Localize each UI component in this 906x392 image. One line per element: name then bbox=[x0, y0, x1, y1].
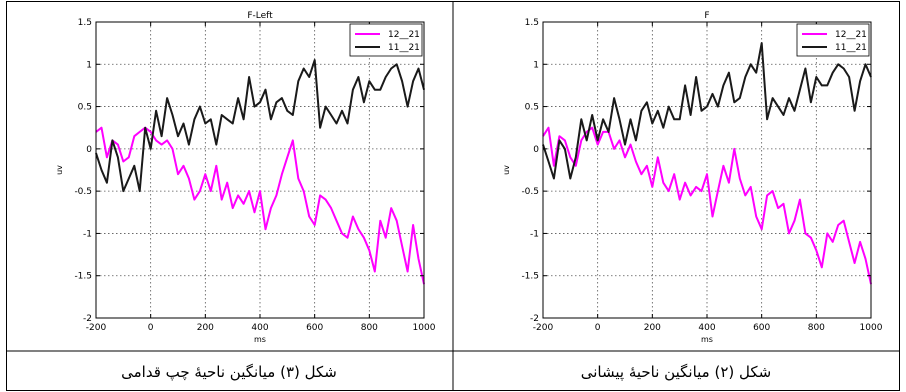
f-left-legend-label: 12__21 bbox=[388, 30, 420, 40]
f-y-tick-label: 0 bbox=[533, 145, 539, 155]
f-x-tick-label: 400 bbox=[698, 323, 715, 333]
f-left-y-tick-label: -0.5 bbox=[74, 187, 92, 197]
f-title: F bbox=[704, 11, 709, 21]
f-y-tick-label: -0.5 bbox=[521, 187, 539, 197]
f-x-axis-label: ms bbox=[701, 335, 713, 344]
f-y-tick-label: 0.5 bbox=[525, 103, 539, 113]
caption-f-left: شکل (۳) میانگین ناحیۀ چپ قدامی bbox=[121, 363, 337, 382]
f-y-tick-label: -1 bbox=[530, 229, 539, 239]
f-x-tick-label: -200 bbox=[533, 323, 554, 333]
f-left-x-tick-label: 400 bbox=[251, 323, 268, 333]
f-y-tick-label: -1.5 bbox=[521, 272, 539, 282]
chart-panel-f-left: -200 0 200 400 600 800 1000 1.5 1 0.5 0 -0.5 -1 -1.5 -… bbox=[55, 11, 436, 344]
f-left-x-tick-label: 800 bbox=[361, 323, 378, 333]
f-left-title: F-Left bbox=[247, 11, 273, 21]
f-left-x-tick-label: 0 bbox=[148, 323, 154, 333]
f-left-x-axis-label: ms bbox=[254, 335, 266, 344]
f-legend-box bbox=[796, 23, 870, 57]
chart-panel-f: -200 0 200 400 600 800 1000 1.5 1 0.5 0 -0.5 -1 -1.5 -… bbox=[502, 11, 883, 344]
f-left-y-tick-label: -1 bbox=[83, 229, 92, 239]
caption-f: شکل (۲) میانگین ناحیۀ پیشانی bbox=[581, 363, 772, 382]
f-legend-label: 11__21 bbox=[835, 43, 867, 53]
f-left-y-tick-label: 0 bbox=[86, 145, 92, 155]
f-x-tick-label: 800 bbox=[808, 323, 825, 333]
f-left-y-tick-label: 1 bbox=[86, 60, 92, 70]
f-left-x-tick-label: -200 bbox=[86, 323, 107, 333]
f-x-tick-label: 200 bbox=[644, 323, 661, 333]
f-legend-label: 12__21 bbox=[835, 30, 867, 40]
f-y-tick-label: 1.5 bbox=[525, 18, 539, 28]
f-y-tick-label: 1 bbox=[533, 60, 539, 70]
f-left-y-tick-label: -1.5 bbox=[74, 272, 92, 282]
f-left-x-tick-label: 1000 bbox=[413, 323, 436, 333]
f-left-x-tick-label: 600 bbox=[306, 323, 323, 333]
f-x-tick-label: 0 bbox=[595, 323, 601, 333]
f-left-y-tick-label: 0.5 bbox=[78, 103, 92, 113]
f-x-tick-label: 1000 bbox=[860, 323, 883, 333]
f-left-x-tick-label: 200 bbox=[197, 323, 214, 333]
f-y-axis-label: uv bbox=[502, 165, 511, 175]
figure-table: -200 0 200 400 600 800 10001.510.50-0.5-1-1.5-… bbox=[6, 1, 900, 391]
f-y-tick-label: -2 bbox=[530, 314, 539, 324]
f-left-y-tick-label: -2 bbox=[83, 314, 92, 324]
f-left-y-tick-label: 1.5 bbox=[78, 18, 92, 28]
f-left-y-axis-label: uv bbox=[55, 165, 64, 175]
f-left-legend-box bbox=[349, 23, 423, 57]
f-left-legend-label: 11__21 bbox=[388, 43, 420, 53]
f-x-tick-label: 600 bbox=[753, 323, 770, 333]
